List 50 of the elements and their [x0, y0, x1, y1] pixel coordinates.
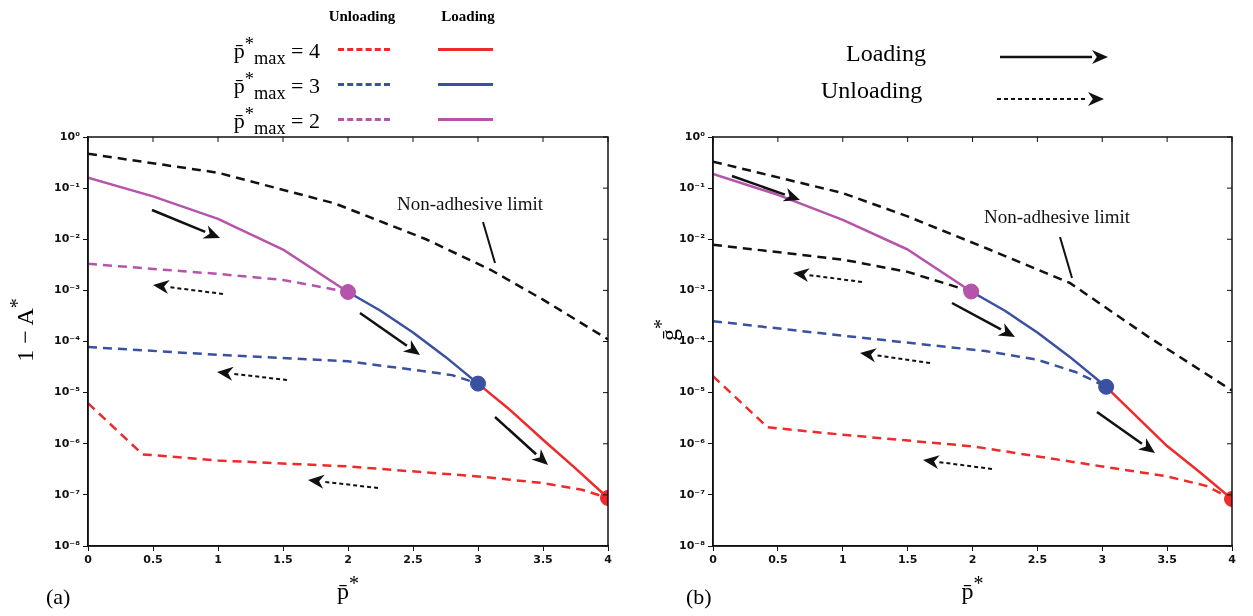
y-tick-label: 10⁻¹	[679, 180, 706, 194]
legend-label: p̄$^{*}$$_{max}$ = 3	[232, 69, 320, 104]
y-tick-label: 10⁻³	[679, 283, 706, 297]
point	[470, 375, 486, 392]
y-tick-label: 10⁻⁸	[679, 538, 706, 552]
y-tick-label: 10⁻²	[679, 232, 706, 246]
x-tick-label: 2	[344, 553, 352, 567]
y-tick-label: 10⁻⁸	[54, 538, 81, 552]
y-tick-label: 10⁰	[59, 129, 81, 143]
x-tick-label: 1.5	[897, 553, 918, 567]
y-tick-label: 10⁻⁵	[679, 385, 706, 399]
text: Loading	[846, 40, 926, 67]
y-tick-label: 10⁻⁷	[679, 487, 706, 501]
x-tick-label: 0	[84, 553, 93, 567]
x-tick-label: 3.5	[533, 553, 553, 567]
annotation: Non-adhesive limit	[983, 205, 1131, 227]
annotation: Non-adhesive limit	[396, 192, 544, 214]
x-tick-label: 4	[604, 553, 613, 567]
y-tick-label: 10⁻⁵	[54, 385, 81, 399]
y-tick-label: 10⁻²	[54, 232, 81, 246]
point	[340, 283, 356, 300]
y-tick-label: 10⁻⁶	[54, 436, 81, 450]
x-tick-label: 3	[1098, 553, 1107, 567]
x-tick-label: 2.5	[1027, 553, 1048, 567]
y-tick-label: 10⁻⁷	[54, 487, 81, 501]
text: (b)	[686, 584, 712, 610]
text: (a)	[46, 584, 71, 610]
y-tick-label: 10⁻⁶	[679, 436, 706, 450]
x-axis-title: p̄$^{*}$	[961, 572, 984, 605]
y-tick-label: 10⁻¹	[54, 180, 81, 194]
y-tick-label: 10⁻³	[54, 283, 81, 297]
legend-label: p̄$^{*}$$_{max}$ = 2	[232, 104, 320, 139]
x-axis-title: p̄$^{*}$	[337, 572, 359, 605]
x-tick-label: 3	[474, 553, 482, 567]
x-tick-label: 2.5	[403, 553, 423, 567]
y-tick-label: 10⁰	[684, 129, 706, 143]
legend-label: p̄$^{*}$$_{max}$ = 4	[232, 34, 320, 69]
x-tick-label: 0.5	[768, 553, 788, 567]
x-tick-label: 0.5	[143, 553, 163, 567]
x-tick-label: 1	[838, 553, 847, 567]
x-tick-label: 1.5	[273, 553, 293, 567]
x-tick-label: 2	[968, 553, 977, 567]
x-tick-label: 1	[214, 553, 222, 567]
y-tick-label: 10⁻⁴	[54, 334, 81, 348]
text: Unloading	[821, 77, 923, 104]
x-tick-label: 3.5	[1157, 553, 1177, 567]
text: Unloading	[327, 8, 397, 25]
x-tick-label: 0	[709, 553, 718, 567]
text: Loading	[440, 8, 496, 25]
x-tick-label: 4	[1228, 553, 1237, 567]
